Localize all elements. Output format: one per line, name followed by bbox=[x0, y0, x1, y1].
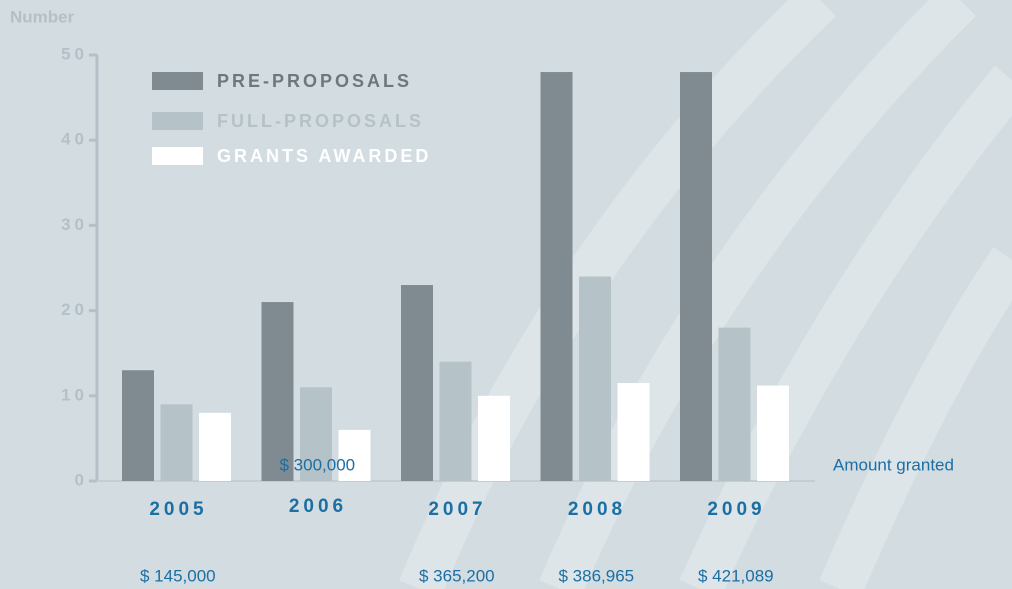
legend-swatch bbox=[152, 147, 203, 165]
x-tick-label: 2007 bbox=[428, 499, 486, 520]
bar bbox=[540, 72, 573, 481]
y-axis-label: Number bbox=[10, 7, 75, 26]
bar bbox=[680, 72, 712, 481]
decoration bbox=[399, 0, 1012, 589]
legend-swatch bbox=[152, 112, 203, 130]
bar bbox=[478, 395, 510, 481]
amount-label: $ 421,089 bbox=[698, 566, 774, 585]
y-tick-label: 10 bbox=[61, 385, 88, 404]
legend-swatch bbox=[152, 72, 203, 90]
y-tick-label: 30 bbox=[61, 215, 88, 234]
bar bbox=[199, 412, 231, 481]
amount-label: $ 386,965 bbox=[559, 566, 635, 585]
bar bbox=[579, 276, 611, 481]
y-tick-label: 40 bbox=[61, 130, 88, 149]
bar bbox=[401, 285, 433, 481]
x-tick-label: 2009 bbox=[707, 499, 765, 520]
x-tick-label: 2006 bbox=[289, 496, 347, 517]
x-tick-label: 2005 bbox=[149, 499, 207, 520]
bar bbox=[757, 385, 789, 481]
legend-label: PRE-PROPOSALS bbox=[217, 71, 412, 91]
bar bbox=[338, 429, 371, 481]
amount-title: Amount granted bbox=[833, 455, 954, 474]
amount-label: $ 300,000 bbox=[280, 455, 356, 474]
x-tick-label: 2008 bbox=[568, 499, 626, 520]
bar bbox=[261, 302, 294, 481]
bar bbox=[617, 383, 650, 481]
bar bbox=[439, 361, 472, 481]
bar bbox=[718, 327, 751, 481]
amount-label: $ 145,000 bbox=[140, 566, 216, 585]
y-tick-label: 50 bbox=[61, 44, 88, 63]
bar bbox=[300, 387, 332, 481]
y-tick-label: 20 bbox=[61, 300, 88, 319]
amount-label: $ 365,200 bbox=[419, 566, 495, 585]
bar bbox=[160, 404, 193, 481]
y-tick-label: 0 bbox=[75, 470, 88, 489]
legend-label: FULL-PROPOSALS bbox=[217, 111, 424, 131]
bar bbox=[122, 370, 154, 481]
legend-label: GRANTS AWARDED bbox=[217, 146, 431, 166]
